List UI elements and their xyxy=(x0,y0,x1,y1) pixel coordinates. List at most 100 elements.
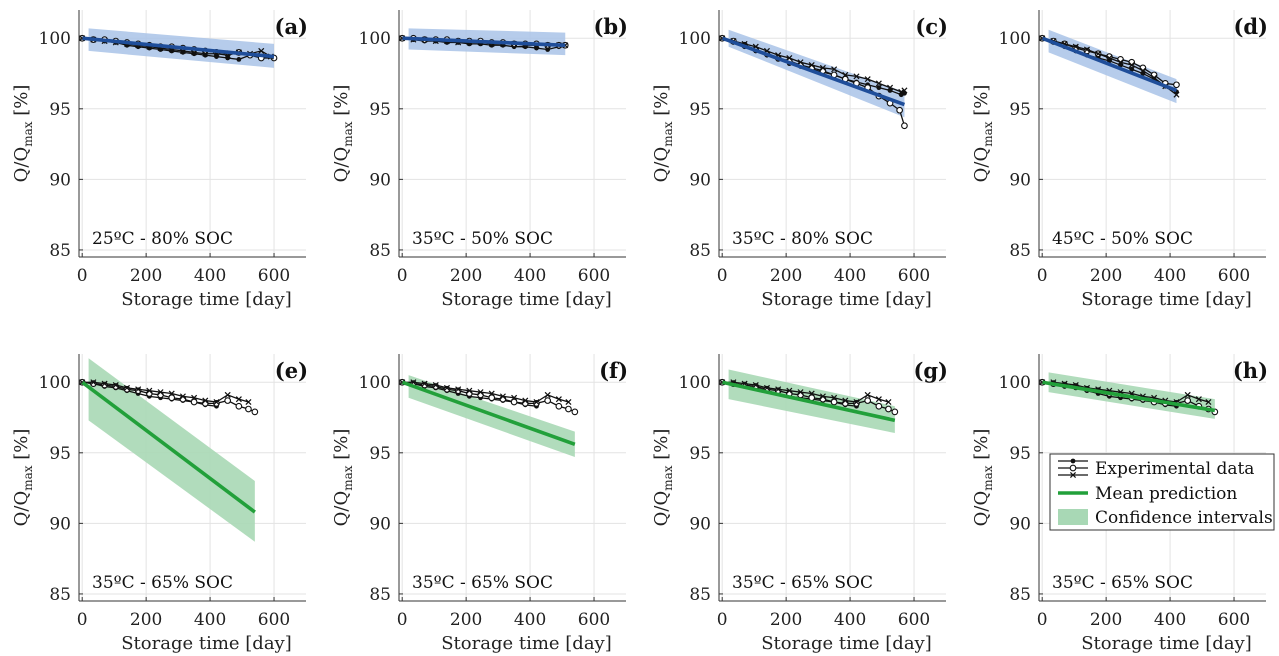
data-point xyxy=(258,47,265,54)
panel-e-tag: (e) xyxy=(275,358,308,383)
panel-c-experimental-line xyxy=(722,37,905,93)
x-tick-label: 400 xyxy=(834,610,866,630)
data-point xyxy=(101,380,108,387)
data-point xyxy=(236,57,242,62)
y-tick-label: 85 xyxy=(689,241,711,261)
data-point xyxy=(876,85,882,91)
data-point xyxy=(235,396,242,403)
data-point xyxy=(202,397,209,404)
y-tick-label: 90 xyxy=(369,514,391,534)
panel-g-mean-prediction xyxy=(721,380,896,423)
data-point xyxy=(1173,91,1180,98)
y-axis-label: Q/Qmax [%] xyxy=(651,85,675,183)
data-point xyxy=(864,76,871,83)
y-axis-label-unit: [%] xyxy=(971,429,992,466)
panel-b-mean-prediction xyxy=(402,36,566,48)
panel-c-mean-prediction xyxy=(721,36,906,107)
y-axis-label: Q/Qmax [%] xyxy=(971,85,995,183)
panel-f-condition: 35ºC - 65% SOC xyxy=(412,573,553,593)
y-axis-label: Q/Qmax [%] xyxy=(11,429,35,527)
x-axis-label: Storage time [day] xyxy=(441,633,612,654)
x-tick-label: 0 xyxy=(397,266,408,286)
data-point xyxy=(853,398,860,406)
data-point xyxy=(853,73,860,80)
panel-f-tag: (f) xyxy=(599,358,628,383)
x-tick-label: 600 xyxy=(1218,610,1250,630)
y-tick-label: 95 xyxy=(1009,100,1031,120)
y-axis-label-sub: max xyxy=(981,121,995,147)
y-tick-label: 90 xyxy=(1009,514,1031,534)
y-tick-label: 95 xyxy=(369,100,391,120)
data-point xyxy=(808,390,815,397)
data-point xyxy=(1184,397,1192,404)
data-point xyxy=(763,384,770,391)
y-axis-label-sub: max xyxy=(661,465,675,491)
y-tick-label: 95 xyxy=(689,444,711,464)
data-point xyxy=(90,379,97,386)
y-axis-label-main: Q/Q xyxy=(971,491,992,527)
y-tick-label: 90 xyxy=(689,170,711,190)
y-axis-label: Q/Qmax [%] xyxy=(971,429,995,527)
panel-a-plot: 0 200 400 600 85 90 95 100 Storage time [day] Q/Q… xyxy=(11,10,308,310)
data-point xyxy=(1106,54,1113,62)
y-tick-label: 85 xyxy=(689,585,711,605)
y-axis-label-sub: max xyxy=(21,465,35,491)
x-axis-label: Storage time [day] xyxy=(121,289,292,310)
y-axis-label-sub: max xyxy=(21,121,35,147)
y-tick-label: 95 xyxy=(1009,444,1031,464)
data-point xyxy=(830,398,838,406)
legend-marker xyxy=(1070,458,1076,464)
data-point xyxy=(571,408,579,416)
y-axis-label-unit: [%] xyxy=(11,429,32,466)
y-axis-label: Q/Qmax [%] xyxy=(651,429,675,527)
data-point xyxy=(1195,396,1202,403)
y-axis-label-unit: [%] xyxy=(331,85,352,122)
panel-f-experimental-line xyxy=(402,381,569,403)
y-axis-label-sub: max xyxy=(661,121,675,147)
panel-g-experimental-line xyxy=(722,381,889,403)
panel-c-condition: 35ºC - 80% SOC xyxy=(732,229,873,249)
data-point xyxy=(887,84,894,91)
data-point xyxy=(864,391,871,398)
panel-d-tag: (d) xyxy=(1233,14,1268,39)
y-tick-label: 85 xyxy=(49,241,71,261)
y-tick-label: 95 xyxy=(369,444,391,464)
x-tick-label: 0 xyxy=(77,610,88,630)
data-point xyxy=(797,59,804,66)
panel-e-experimental-line xyxy=(82,381,249,403)
panel-h-tag: (h) xyxy=(1233,358,1268,383)
data-point xyxy=(157,389,164,396)
x-tick-label: 200 xyxy=(130,610,162,630)
data-point xyxy=(191,394,198,401)
x-tick-label: 0 xyxy=(1037,610,1048,630)
y-tick-label: 90 xyxy=(1009,170,1031,190)
data-point xyxy=(202,50,209,57)
data-point xyxy=(775,386,782,393)
y-tick-label: 100 xyxy=(999,373,1031,393)
data-point xyxy=(1072,43,1079,50)
legend: Experimental data Mean prediction Confiden… xyxy=(1049,453,1275,531)
data-point xyxy=(797,389,804,396)
y-axis-label-main: Q/Q xyxy=(11,147,32,183)
panel-a-condition: 25ºC - 80% SOC xyxy=(92,229,233,249)
data-point xyxy=(245,398,252,406)
panel-a-tag: (a) xyxy=(275,14,308,39)
y-tick-label: 85 xyxy=(369,585,391,605)
y-axis-label-sub: max xyxy=(981,465,995,491)
panel-h-mean-prediction xyxy=(1041,380,1216,413)
data-point xyxy=(896,106,903,114)
panel-c-plot: 0 200 400 600 85 90 95 100 Storage time [day] Q/Q… xyxy=(651,10,948,310)
panel-g-condition: 35ºC - 65% SOC xyxy=(732,573,873,593)
y-tick-label: 100 xyxy=(999,29,1031,49)
data-point xyxy=(123,384,130,391)
data-point xyxy=(245,405,252,413)
x-tick-label: 400 xyxy=(514,266,546,286)
x-tick-label: 600 xyxy=(1218,266,1250,286)
data-point xyxy=(224,391,231,398)
data-point xyxy=(544,391,551,398)
y-tick-label: 95 xyxy=(689,100,711,120)
y-tick-label: 100 xyxy=(39,373,71,393)
data-point xyxy=(522,397,529,404)
data-point xyxy=(901,122,908,130)
